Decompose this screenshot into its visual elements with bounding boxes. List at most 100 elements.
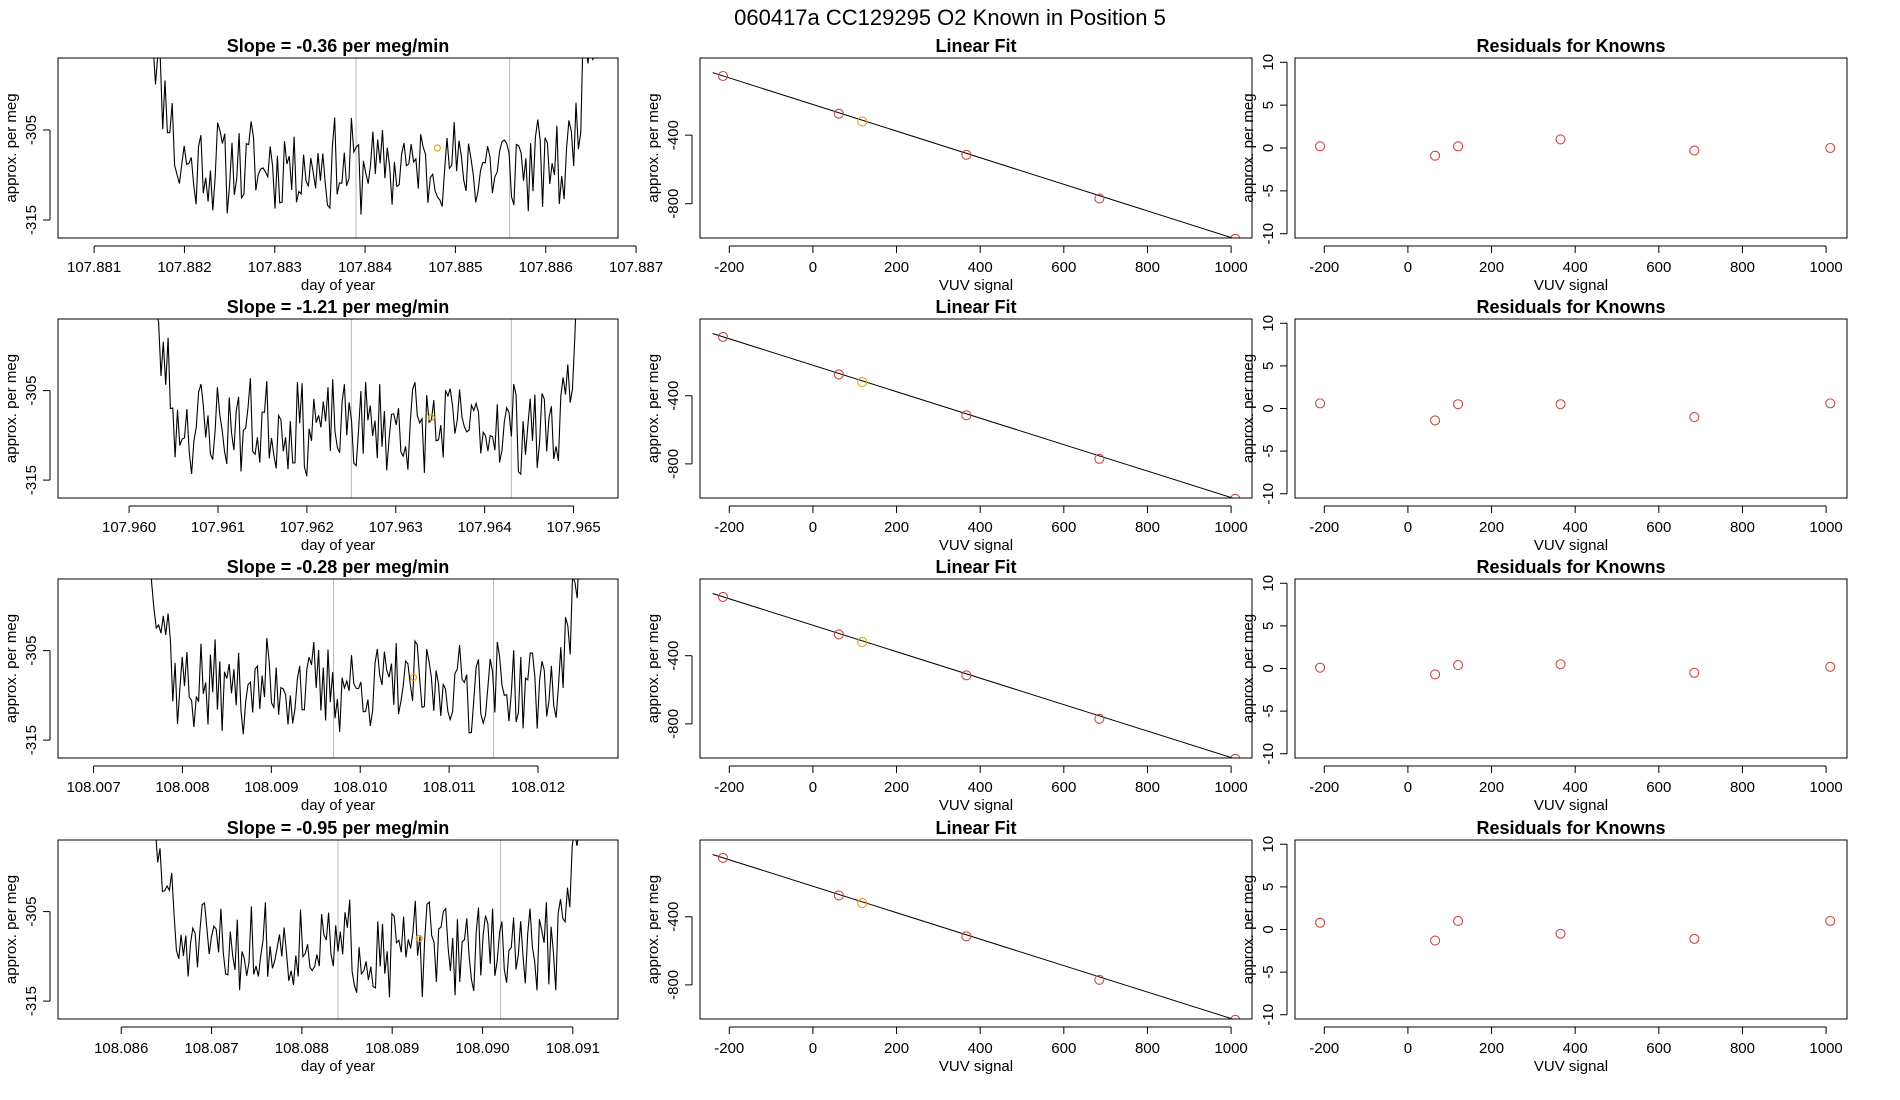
x-tick-label: 200	[1479, 779, 1504, 796]
known-point-5	[1689, 933, 1700, 944]
known-point-3	[1453, 399, 1464, 410]
plot-area	[150, 579, 579, 758]
y-tick-label: -10	[1260, 743, 1277, 765]
known-point-3	[1453, 915, 1464, 927]
y-tick-label: 0	[1260, 144, 1277, 152]
known-point-6	[1825, 661, 1836, 672]
y-tick-label: 0	[1260, 404, 1277, 412]
y-tick-label: -305	[23, 897, 40, 927]
x-tick-label: 108.010	[333, 779, 387, 796]
x-tick-label: 800	[1135, 259, 1160, 276]
y-tick-label: -800	[665, 970, 682, 1000]
signal-line	[150, 579, 579, 735]
x-tick-label: 107.965	[546, 519, 600, 536]
x-tick-label: 107.882	[157, 259, 211, 276]
y-tick-label: 5	[1260, 883, 1277, 891]
x-axis: -200 0 200 400 600 800 1000 VUV signal	[714, 1026, 1248, 1075]
known-point-2	[1430, 669, 1441, 680]
y-tick-label: -10	[1260, 483, 1277, 505]
y-axis-label: approx. per meg	[1240, 354, 1257, 463]
known-point-4	[961, 149, 972, 160]
x-tick-label: 200	[1479, 259, 1504, 276]
y-tick-label: -5	[1260, 704, 1277, 717]
x-tick-label: -200	[714, 1040, 744, 1057]
x-tick-label: 800	[1135, 779, 1160, 796]
y-axis: 10 5 0 -5 -10 approx. per meg	[1240, 315, 1288, 505]
y-axis-label: approx. per meg	[645, 354, 662, 463]
x-tick-label: 0	[809, 519, 817, 536]
x-tick-label: -200	[714, 779, 744, 796]
x-tick-label: 400	[1563, 779, 1588, 796]
y-tick-label: -315	[23, 725, 40, 755]
x-tick-label: -200	[714, 259, 744, 276]
x-axis: 108.086 108.087 108.088 108.089 108.090 108.0…	[94, 1026, 600, 1075]
known-point-6	[1825, 398, 1836, 409]
known-point-1	[717, 852, 729, 863]
known-point-6	[1230, 753, 1241, 758]
sample-point	[857, 116, 868, 127]
chart-title: Slope = -0.28 per meg/min	[227, 557, 450, 577]
known-point-5	[1689, 411, 1700, 423]
y-axis-label: approx. per meg	[1240, 93, 1257, 202]
x-tick-label: 107.964	[458, 519, 512, 536]
x-axis-label: VUV signal	[939, 537, 1013, 554]
x-tick-label: 200	[884, 519, 909, 536]
plot-area	[153, 58, 594, 238]
fit-line	[712, 593, 1235, 758]
known-point-3	[1453, 141, 1464, 152]
known-point-3	[1453, 660, 1464, 671]
known-point-2	[833, 369, 844, 380]
y-axis-label: approx. per meg	[645, 875, 662, 984]
plot-area	[157, 319, 577, 498]
x-tick-label: 108.090	[455, 1040, 509, 1057]
x-axis: -200 0 200 400 600 800 1000 VUV signal	[1309, 505, 1843, 554]
known-point-2	[1430, 150, 1441, 161]
x-tick-label: 107.961	[191, 519, 245, 536]
known-point-4	[1555, 134, 1566, 145]
y-tick-label: 5	[1260, 622, 1277, 630]
x-axis-label: VUV signal	[939, 277, 1013, 294]
x-tick-label: 1000	[1809, 1040, 1842, 1057]
y-axis-label: approx. per meg	[3, 93, 20, 202]
signal-line	[153, 58, 594, 215]
known-point-5	[1094, 974, 1105, 985]
plot-frame	[699, 57, 1253, 239]
chart-title: Linear Fit	[935, 36, 1016, 56]
fit-line	[712, 854, 1235, 1019]
chart-title: Linear Fit	[935, 297, 1016, 317]
known-point-4	[1555, 928, 1566, 939]
x-tick-label: 400	[968, 779, 993, 796]
y-tick-label: 5	[1260, 101, 1277, 109]
plot-frame	[699, 578, 1253, 759]
plot-frame	[1294, 578, 1848, 759]
y-tick-label: 10	[1260, 836, 1277, 853]
y-tick-label: 5	[1260, 362, 1277, 370]
x-tick-label: 107.884	[338, 259, 392, 276]
signal-line	[155, 840, 579, 998]
y-tick-label: 10	[1260, 575, 1277, 592]
plot-frame	[1294, 318, 1848, 499]
x-tick-label: 600	[1646, 519, 1671, 536]
plot-frame	[57, 57, 619, 239]
y-tick-label: -10	[1260, 1004, 1277, 1026]
known-point-4	[1555, 399, 1566, 410]
plot-frame	[1294, 57, 1848, 239]
plot-area	[1315, 659, 1836, 680]
x-tick-label: 0	[809, 259, 817, 276]
x-tick-label: 1000	[1809, 779, 1842, 796]
x-tick-label: 107.883	[248, 259, 302, 276]
known-point-6	[1230, 1014, 1241, 1019]
y-tick-label: -400	[665, 641, 682, 671]
x-tick-label: 1000	[1214, 519, 1247, 536]
x-axis-label: day of year	[301, 277, 375, 294]
x-tick-label: 1000	[1214, 779, 1247, 796]
y-tick-label: 10	[1260, 54, 1277, 71]
x-axis: -200 0 200 400 600 800 1000 VUV signal	[1309, 1026, 1843, 1075]
known-point-2	[833, 890, 844, 901]
